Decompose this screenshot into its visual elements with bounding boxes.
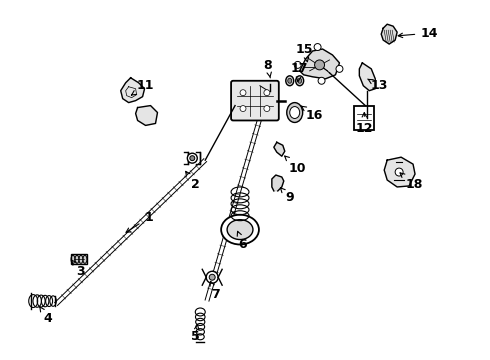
Text: 6: 6 [237, 231, 247, 251]
Text: 8: 8 [264, 59, 272, 78]
Text: 3: 3 [72, 260, 85, 278]
Polygon shape [274, 142, 285, 156]
Polygon shape [300, 49, 340, 79]
Text: 11: 11 [131, 79, 154, 95]
Circle shape [314, 44, 321, 50]
Text: 4: 4 [40, 307, 52, 325]
Ellipse shape [295, 76, 304, 86]
Circle shape [395, 168, 403, 176]
Circle shape [209, 274, 215, 280]
Text: 17: 17 [291, 62, 308, 82]
Text: 2: 2 [186, 171, 199, 192]
Polygon shape [121, 78, 145, 103]
Circle shape [315, 60, 324, 70]
Ellipse shape [288, 78, 292, 83]
Ellipse shape [286, 76, 294, 86]
Ellipse shape [221, 215, 259, 244]
Circle shape [240, 90, 246, 96]
Text: 14: 14 [398, 27, 438, 40]
Circle shape [318, 77, 325, 84]
Text: 15: 15 [296, 42, 314, 62]
Text: 16: 16 [301, 106, 323, 122]
Circle shape [206, 271, 218, 283]
Bar [354, 105, 374, 130]
Polygon shape [136, 105, 157, 125]
Text: 12: 12 [356, 113, 373, 135]
Text: 9: 9 [280, 188, 294, 204]
Text: 1: 1 [126, 211, 153, 233]
Polygon shape [384, 157, 415, 187]
Polygon shape [272, 175, 284, 191]
Circle shape [190, 156, 195, 161]
Circle shape [294, 62, 301, 68]
Ellipse shape [298, 78, 302, 83]
FancyBboxPatch shape [231, 81, 279, 121]
Circle shape [336, 66, 343, 72]
Ellipse shape [290, 107, 300, 118]
Circle shape [264, 90, 270, 96]
Polygon shape [381, 24, 397, 44]
Ellipse shape [227, 220, 253, 239]
Text: 13: 13 [368, 79, 388, 92]
Polygon shape [359, 63, 375, 91]
Circle shape [240, 105, 246, 112]
Bar [71, 255, 87, 264]
Circle shape [187, 153, 197, 163]
Text: 7: 7 [210, 282, 220, 301]
Circle shape [264, 105, 270, 112]
Text: 5: 5 [191, 324, 199, 343]
Text: 10: 10 [285, 156, 306, 175]
Ellipse shape [287, 103, 303, 122]
Text: 18: 18 [400, 173, 423, 192]
